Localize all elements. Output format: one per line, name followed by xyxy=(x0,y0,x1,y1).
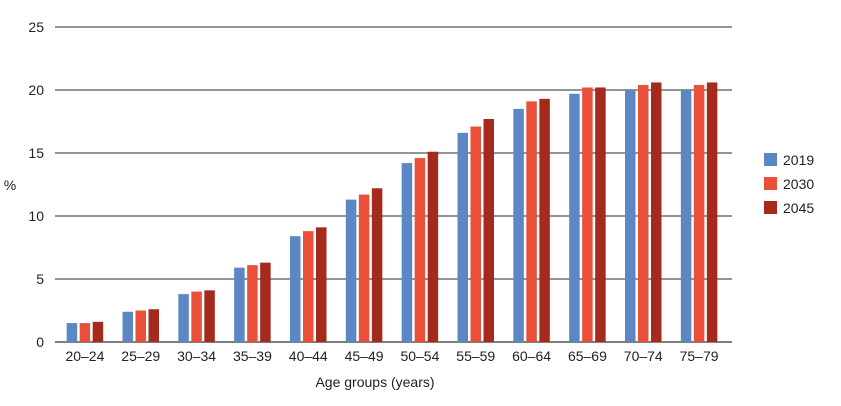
x-tick-labels: 20–24 25–29 30–34 35–39 40–44 45–49 50–54 55–59… xyxy=(65,348,718,364)
x-axis-label: Age groups (years) xyxy=(315,374,434,390)
bar-2030-55–59 xyxy=(470,126,481,342)
y-tick-label: 25 xyxy=(28,19,44,35)
bar-2030-70–74 xyxy=(638,84,649,343)
bar-2019-65–69 xyxy=(569,93,580,342)
legend-label-2019: 2019 xyxy=(783,152,814,168)
bar-2045-55–59 xyxy=(483,118,494,342)
bar-2019-40–44 xyxy=(290,236,301,342)
legend-swatch-2030 xyxy=(764,177,777,190)
bar-2019-45–49 xyxy=(345,199,357,342)
x-tick-label: 45–49 xyxy=(345,348,384,364)
x-tick-label: 40–44 xyxy=(289,348,328,364)
legend-swatch-2019 xyxy=(764,153,777,166)
bar-2045-30–34 xyxy=(204,290,215,342)
bar-2030-20–24 xyxy=(79,323,91,342)
x-tick-label: 50–54 xyxy=(400,348,439,364)
y-tick-label: 0 xyxy=(36,334,44,350)
bar-2045-60–64 xyxy=(539,98,550,342)
bar-2045-40–44 xyxy=(316,227,327,342)
bar-2019-75–79 xyxy=(680,90,692,342)
bars xyxy=(66,82,718,343)
x-tick-label: 65–69 xyxy=(568,348,607,364)
bar-2019-50–54 xyxy=(401,163,413,342)
bar-2045-25–29 xyxy=(148,309,159,342)
bar-2030-30–34 xyxy=(191,291,202,342)
bar-2030-35–39 xyxy=(247,265,258,342)
bar-2030-50–54 xyxy=(414,158,426,342)
legend-swatch-2045 xyxy=(764,201,777,214)
x-tick-label: 30–34 xyxy=(177,348,216,364)
y-tick-label: 20 xyxy=(28,82,44,98)
bar-2030-75–79 xyxy=(693,84,705,343)
legend: 2019 2030 2045 xyxy=(764,152,814,216)
x-tick-label: 60–64 xyxy=(512,348,551,364)
y-tick-labels: 0 5 10 15 20 25 xyxy=(28,19,44,350)
x-tick-label: 70–74 xyxy=(624,348,663,364)
bar-2019-35–39 xyxy=(234,267,245,342)
bar-2045-75–79 xyxy=(706,82,718,342)
gridlines xyxy=(55,26,732,343)
bar-2019-25–29 xyxy=(122,311,133,342)
bar-2045-70–74 xyxy=(651,82,662,342)
bar-2030-60–64 xyxy=(526,101,537,342)
bar-2030-25–29 xyxy=(135,310,146,342)
bar-2019-30–34 xyxy=(178,294,189,342)
bar-2030-40–44 xyxy=(303,231,314,342)
bar-2030-45–49 xyxy=(358,194,370,342)
y-axis-label: % xyxy=(4,177,16,193)
bar-2030-65–69 xyxy=(582,87,593,342)
bar-2045-45–49 xyxy=(371,188,383,342)
bar-2045-65–69 xyxy=(595,87,606,342)
bar-2019-70–74 xyxy=(625,90,636,342)
legend-label-2045: 2045 xyxy=(783,200,814,216)
x-tick-label: 20–24 xyxy=(65,348,104,364)
y-tick-label: 15 xyxy=(28,145,44,161)
bar-2045-20–24 xyxy=(92,321,104,342)
x-tick-label: 35–39 xyxy=(233,348,272,364)
y-tick-label: 10 xyxy=(28,208,44,224)
x-tick-label: 55–59 xyxy=(456,348,495,364)
bar-2019-55–59 xyxy=(457,132,468,342)
x-tick-label: 25–29 xyxy=(121,348,160,364)
x-tick-label: 75–79 xyxy=(680,348,719,364)
bar-2045-35–39 xyxy=(260,262,271,342)
bar-2019-20–24 xyxy=(66,323,78,342)
bar-2045-50–54 xyxy=(427,151,439,342)
y-tick-label: 5 xyxy=(36,271,44,287)
legend-label-2030: 2030 xyxy=(783,176,814,192)
bar-2019-60–64 xyxy=(513,108,524,343)
